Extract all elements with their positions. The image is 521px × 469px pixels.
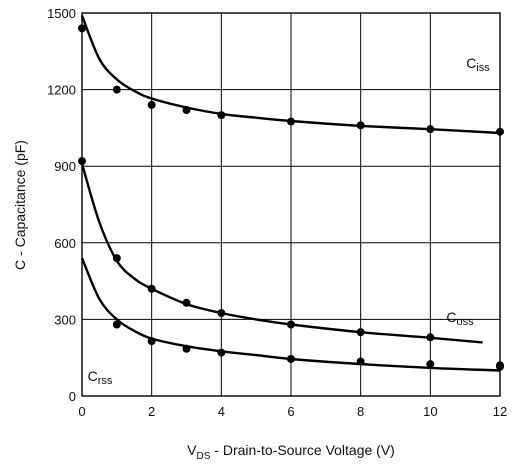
- point-iss: [112, 85, 121, 94]
- x-tick-label: 8: [357, 404, 364, 419]
- series-label-rss: Crss: [88, 368, 113, 387]
- x-tick-label: 4: [218, 404, 225, 419]
- point-oss: [147, 284, 156, 293]
- plot-frame: [81, 12, 501, 397]
- x-tick-label: 12: [493, 404, 507, 419]
- x-axis-title: VDS - Drain-to-Source Voltage (V): [187, 442, 395, 462]
- curve-rss: [80, 257, 501, 372]
- point-iss: [182, 106, 191, 115]
- point-rss: [182, 344, 191, 353]
- series-labels: Ciss Coss Crss: [88, 55, 491, 387]
- y-tick-label: 900: [54, 159, 76, 174]
- y-tick-label: 600: [54, 236, 76, 251]
- point-rss: [287, 354, 295, 363]
- series-label-oss: Coss: [446, 309, 474, 328]
- point-oss: [112, 254, 121, 263]
- point-oss: [217, 309, 226, 318]
- point-iss: [356, 121, 365, 130]
- point-iss: [426, 125, 435, 134]
- point-rss: [217, 348, 226, 357]
- y-tick-label: 1200: [47, 83, 76, 98]
- point-oss: [426, 333, 435, 342]
- x-axis-title-rest: - Drain-to-Source Voltage (V): [210, 442, 394, 458]
- point-rss: [112, 320, 121, 329]
- x-tick-label: 10: [423, 404, 437, 419]
- y-tick-label: 1500: [47, 6, 76, 21]
- point-iss: [147, 100, 156, 109]
- series-points: [78, 24, 504, 371]
- point-rss: [426, 360, 435, 369]
- x-axis-title-sub: DS: [197, 451, 211, 462]
- y-tick-label: 300: [54, 312, 76, 327]
- point-oss: [356, 328, 365, 337]
- point-rss: [356, 357, 365, 366]
- x-tick-label: 6: [287, 404, 294, 419]
- x-tick-label: 2: [148, 404, 155, 419]
- tick-labels: 0 2 4 6 8 10 12 0 300 600 900 1200 1500: [47, 6, 507, 419]
- point-iss: [217, 111, 226, 120]
- point-oss: [182, 298, 191, 307]
- point-iss: [287, 117, 295, 126]
- x-tick-label: 0: [78, 404, 85, 419]
- curve-iss: [80, 15, 501, 135]
- series-label-iss: Ciss: [466, 55, 490, 74]
- y-axis-title: C - Capacitance (pF): [12, 140, 28, 270]
- x-axis-title-main: V: [187, 442, 197, 458]
- y-tick-label: 0: [69, 389, 76, 404]
- point-oss: [287, 320, 295, 329]
- curve-oss: [80, 163, 483, 344]
- point-rss: [147, 337, 156, 346]
